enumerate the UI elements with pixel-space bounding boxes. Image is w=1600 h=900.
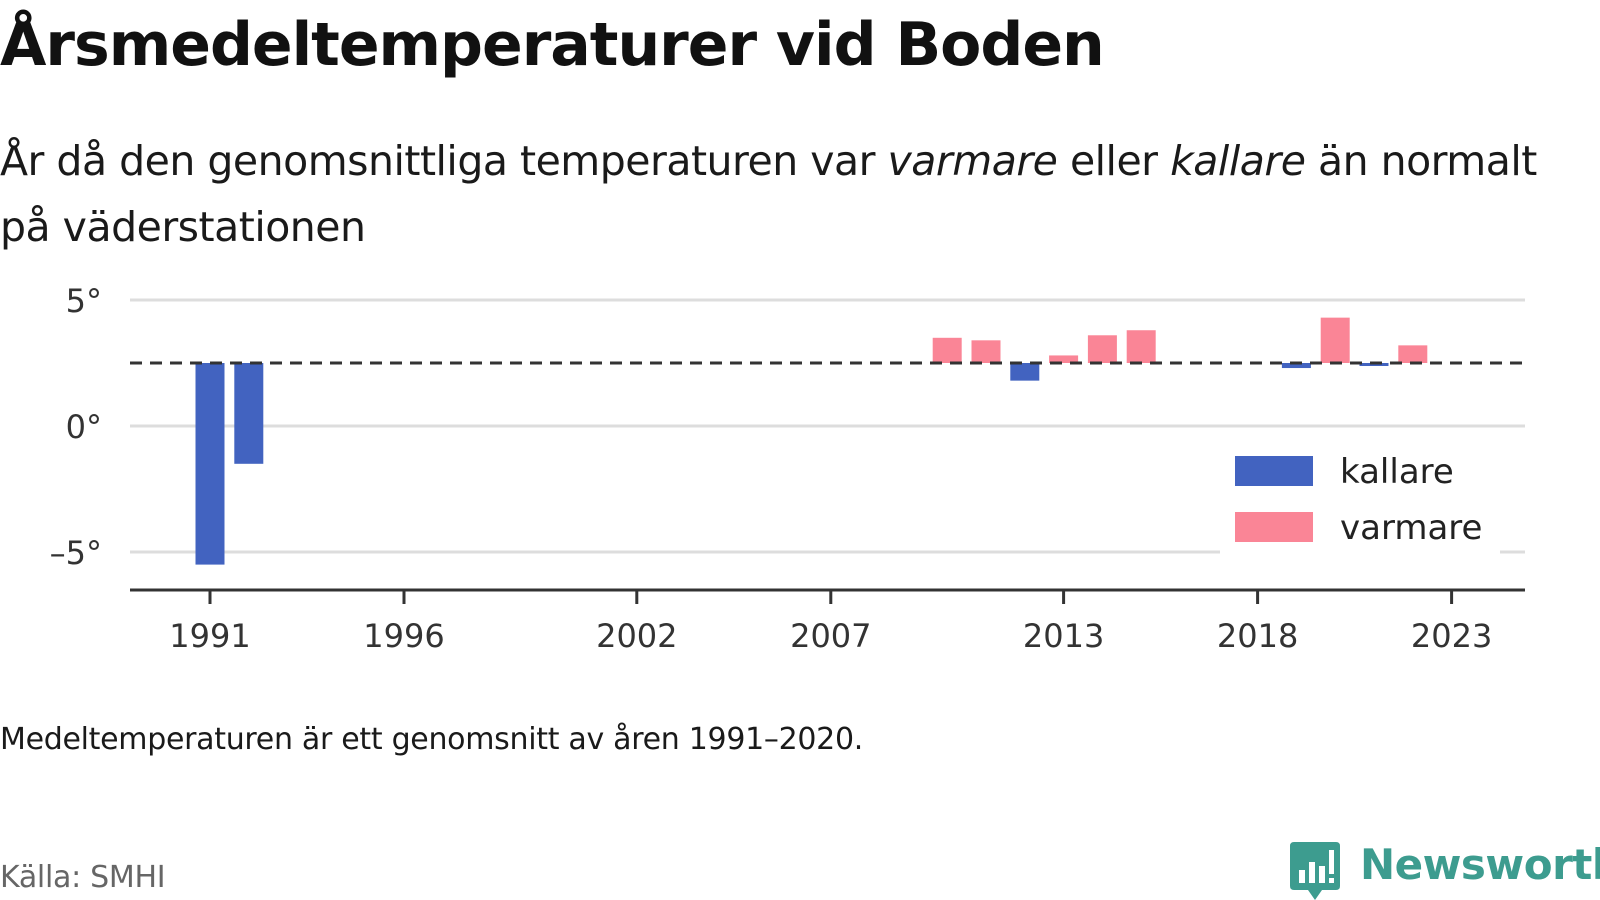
x-tick-label: 2013 [1023,617,1104,655]
brand-name: Newsworthy [1360,840,1600,889]
bars [195,317,1428,565]
temperature-bar-chart: 5° 0° –5° 1991 1996 2002 2007 2013 2018 2023 kal… [50,282,1525,655]
legend-label-kallare: kallare [1340,452,1454,492]
bar-kallare-1992 [234,363,264,464]
y-axis-ticks: 5° 0° –5° [50,282,102,572]
bar-varmare-2014 [1087,335,1117,363]
subtitle-text: än normalt på väderstationen [0,137,1537,251]
bar-chart-speech-icon [1290,842,1340,900]
x-tick-label: 1991 [169,617,250,655]
subtitle-warm-word: varmare [887,137,1058,185]
bar-varmare-2011 [971,340,1001,363]
legend-label-varmare: varmare [1340,508,1482,548]
subtitle-text: eller [1057,137,1171,185]
x-tick-label: 2007 [790,617,871,655]
bar-varmare-2010 [932,337,962,363]
footnote: Medeltemperaturen är ett genomsnitt av å… [0,722,863,757]
x-tick-label: 2002 [596,617,677,655]
chart-title: Årsmedeltemperaturer vid Boden [0,10,1105,80]
x-axis: 1991 1996 2002 2007 2013 2018 2023 [130,588,1525,655]
subtitle-cold-word: kallare [1170,137,1306,185]
x-tick-label: 2018 [1217,617,1298,655]
x-tick-label: 2023 [1411,617,1492,655]
bar-kallare-2019 [1281,363,1311,369]
bar-kallare-2012 [1010,363,1040,381]
bar-varmare-2022 [1398,345,1428,363]
bar-varmare-2013 [1049,355,1079,363]
chart-subtitle: År då den genomsnittliga temperaturen va… [0,128,1560,260]
legend-swatch-varmare [1235,512,1313,542]
legend-swatch-kallare [1235,456,1313,486]
y-tick-label: 0° [66,408,102,446]
subtitle-text: År då den genomsnittliga temperaturen va… [0,137,888,185]
legend: kallare varmare [1220,442,1500,554]
y-tick-label: –5° [50,534,102,572]
y-tick-label: 5° [66,282,102,320]
x-tick-label: 1996 [363,617,444,655]
source-credit: Källa: SMHI [0,860,166,895]
bar-varmare-2020 [1320,317,1350,363]
bar-varmare-2015 [1126,330,1156,363]
bar-kallare-1991 [195,363,225,565]
